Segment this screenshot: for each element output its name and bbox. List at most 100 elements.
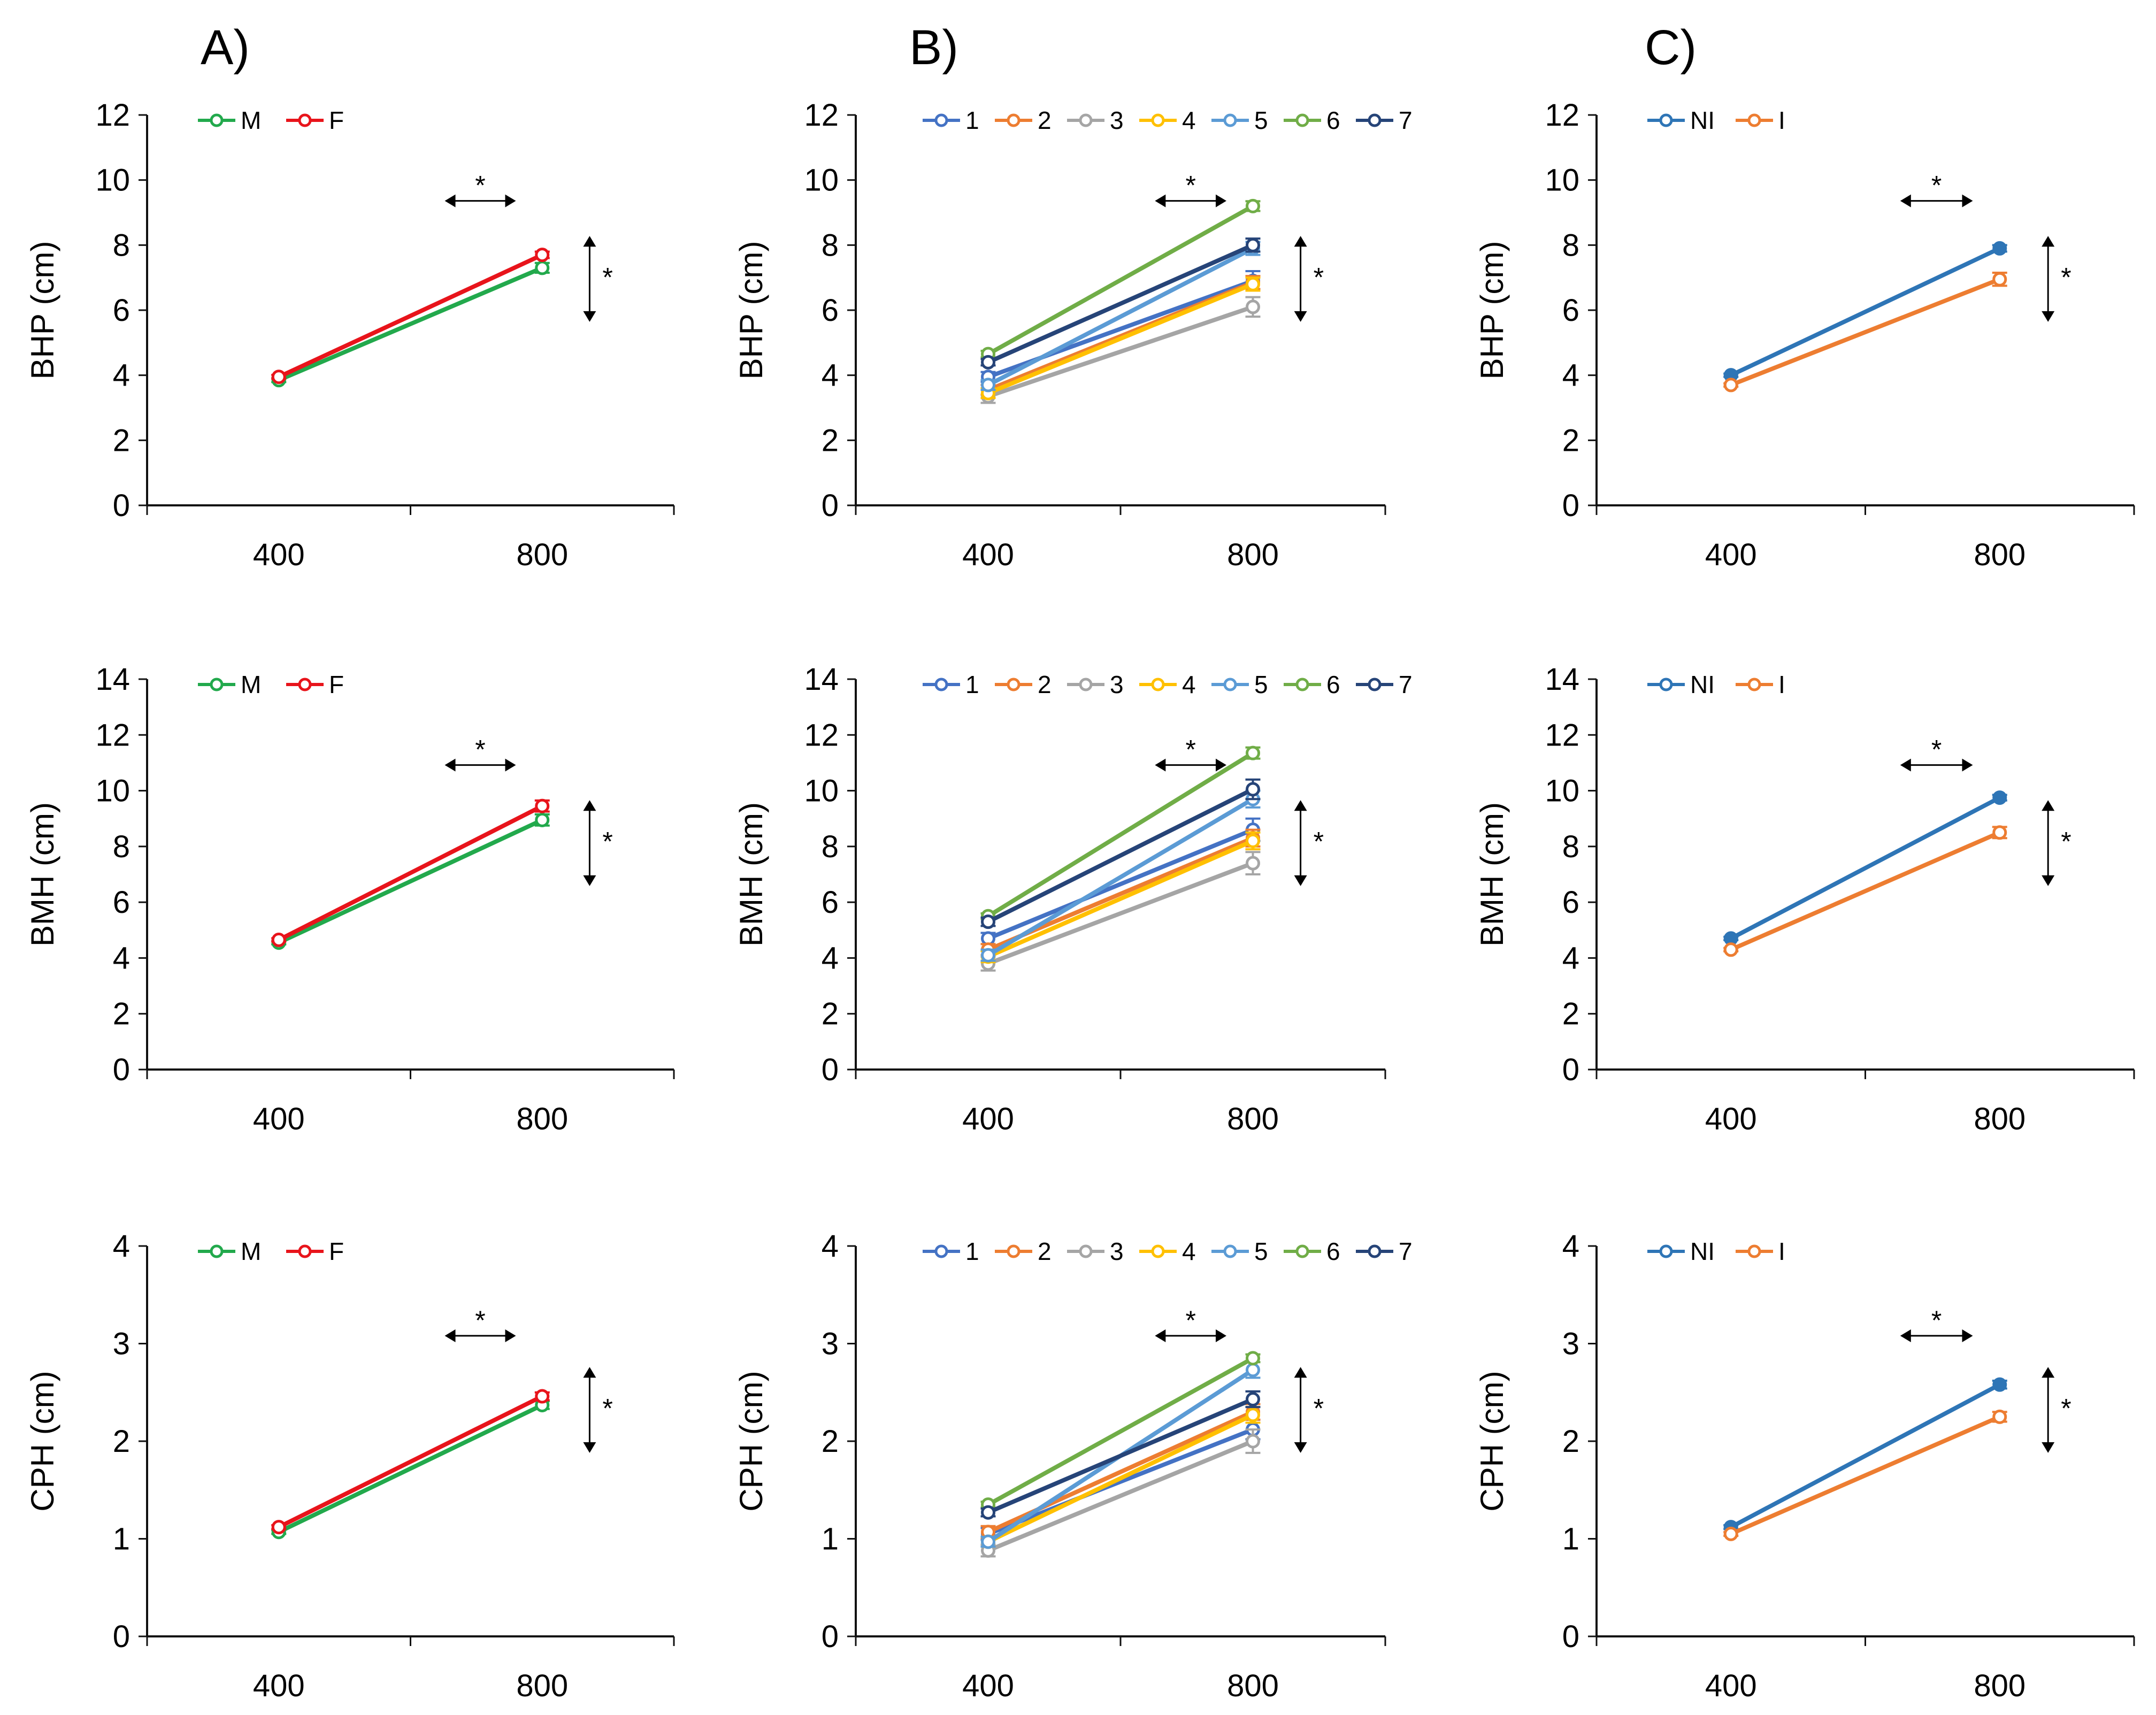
data-point <box>981 1505 995 1520</box>
y-axis-title: BMH (cm) <box>1474 802 1510 947</box>
series-line <box>277 265 544 382</box>
significance-star: * <box>1314 1394 1324 1424</box>
data-point <box>1246 299 1260 314</box>
legend-item: M <box>198 671 261 698</box>
legend-marker <box>298 678 312 691</box>
series-line <box>1729 795 2002 941</box>
y-tick-label: 0 <box>1562 488 1579 523</box>
data-point <box>1992 1409 2007 1424</box>
x-tick-label: 800 <box>1974 537 2025 572</box>
significance-star: * <box>2061 827 2071 857</box>
series-7 <box>980 237 1261 370</box>
y-tick-label: 6 <box>113 293 130 328</box>
legend-marker <box>1295 678 1309 691</box>
legend-item: M <box>198 1237 261 1265</box>
legend-marker <box>934 1244 948 1258</box>
legend-marker <box>1747 678 1761 691</box>
y-tick-label: 4 <box>822 941 839 975</box>
arrow-head-right <box>1216 758 1226 772</box>
y-tick-label: 2 <box>113 1424 130 1459</box>
data-point <box>981 948 995 963</box>
y-tick-label: 10 <box>1545 163 1579 198</box>
y-tick-label: 0 <box>113 1619 130 1654</box>
x-tick-label: 800 <box>1974 1102 2025 1136</box>
legend-marker <box>934 678 948 691</box>
legend-item: I <box>1736 671 1785 698</box>
significance-vertical: * <box>1294 800 1324 886</box>
legend-item: F <box>286 106 344 134</box>
y-tick-label: 4 <box>1562 1229 1579 1264</box>
arrow-head-up <box>583 800 596 811</box>
arrow-head-down <box>2042 311 2055 322</box>
panel-letter-a: A) <box>201 20 250 75</box>
significance-horizontal: * <box>1900 1305 1973 1342</box>
arrow-head-right <box>505 758 516 772</box>
legend-item: 6 <box>1284 106 1340 134</box>
arrow-head-left <box>444 1329 456 1342</box>
series-line <box>986 751 1255 919</box>
legend-item: 3 <box>1067 106 1124 134</box>
significance-horizontal: * <box>1155 735 1226 772</box>
legend-marker <box>1368 678 1382 691</box>
legend-marker <box>1659 113 1673 127</box>
x-tick-label: 400 <box>962 1102 1014 1136</box>
y-tick-label: 2 <box>113 423 130 458</box>
legend-item: F <box>286 671 344 698</box>
series-line <box>277 252 544 379</box>
arrow-head-right <box>505 194 516 207</box>
data-point <box>535 260 550 275</box>
data-point <box>1992 790 2007 805</box>
series-m <box>271 260 550 388</box>
y-tick-label: 4 <box>1562 358 1579 393</box>
y-tick-label: 8 <box>1562 228 1579 263</box>
arrow-head-down <box>1294 1442 1307 1453</box>
x-tick-label: 400 <box>1705 537 1757 572</box>
significance-horizontal: * <box>1900 171 1973 207</box>
legend-marker <box>1079 678 1093 691</box>
x-tick-label: 800 <box>516 537 568 572</box>
y-tick-label: 8 <box>113 829 130 864</box>
y-tick-label: 0 <box>113 1052 130 1087</box>
data-point <box>1992 272 2007 287</box>
arrow-head-up <box>583 236 596 247</box>
series-line <box>986 797 1255 958</box>
series-line <box>986 204 1255 357</box>
series-m <box>271 812 550 950</box>
series-line <box>986 839 1255 959</box>
chart-c1: 0 2 4 6 8 10 12 400 800 BHP (cm) NI I * * <box>1474 98 2135 572</box>
y-tick-label: 4 <box>113 941 130 975</box>
series-line <box>986 861 1255 966</box>
y-tick-label: 12 <box>1545 718 1579 752</box>
legend-marker <box>210 678 224 691</box>
x-tick-label: 400 <box>253 1668 305 1703</box>
data-point <box>1723 942 1738 957</box>
data-point <box>271 1520 286 1535</box>
legend-item: 5 <box>1211 1237 1268 1265</box>
legend-label: 5 <box>1254 106 1268 134</box>
significance-horizontal: * <box>1155 1305 1226 1342</box>
x-tick-label: 800 <box>1974 1668 2025 1703</box>
data-point <box>981 355 995 370</box>
y-tick-label: 3 <box>113 1327 130 1362</box>
arrow-head-down <box>583 311 596 322</box>
legend-marker <box>210 113 224 127</box>
y-axis-title: CPH (cm) <box>1474 1371 1510 1511</box>
data-point <box>981 378 995 393</box>
legend-item: NI <box>1647 671 1715 698</box>
y-tick-label: 4 <box>822 358 839 393</box>
significance-horizontal: * <box>1900 735 1973 772</box>
legend-marker <box>1007 678 1021 691</box>
data-point <box>1246 1363 1260 1378</box>
y-tick-label: 0 <box>1562 1052 1579 1087</box>
chart-a3: 0 1 2 3 4 400 800 CPH (cm) M F * * <box>25 1229 675 1703</box>
legend-label: 5 <box>1254 1237 1268 1265</box>
data-point <box>1246 276 1260 291</box>
data-point <box>1246 856 1260 871</box>
series-i <box>1723 272 2007 393</box>
legend-marker <box>1659 1244 1673 1258</box>
significance-star: * <box>1314 263 1324 293</box>
significance-star: * <box>2061 263 2071 293</box>
arrow-head-right <box>1216 1329 1226 1342</box>
series-i <box>1723 825 2007 957</box>
legend-label: 6 <box>1326 106 1340 134</box>
